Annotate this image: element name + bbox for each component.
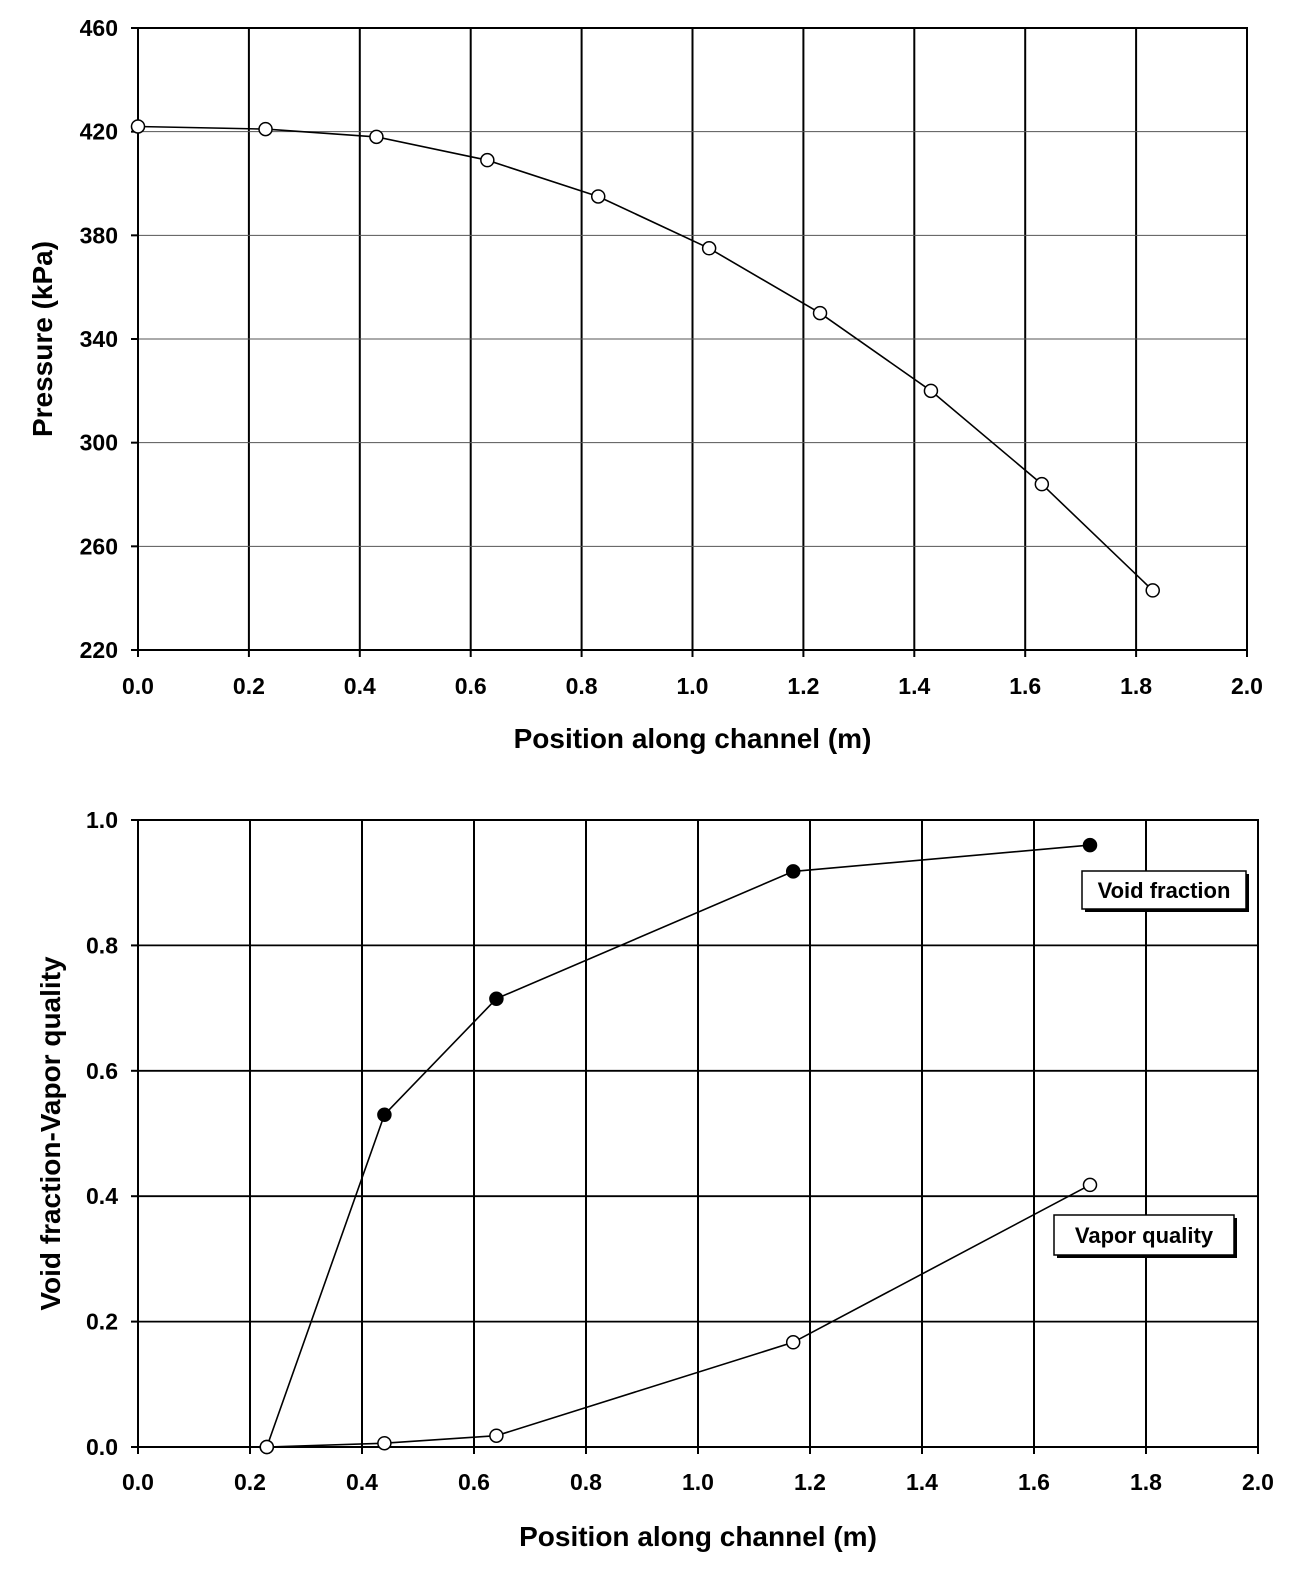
data-point-filled [785, 864, 801, 879]
x-tick-label: 2.0 [1242, 1469, 1274, 1495]
y-tick-label: 0.2 [86, 1309, 118, 1335]
data-point-open [369, 129, 384, 145]
x-tick-label: 1.4 [898, 673, 930, 699]
data-point-open [258, 121, 273, 137]
data-point-open [1082, 1177, 1098, 1193]
x-tick-label: 0.4 [346, 1469, 378, 1495]
y-tick-label: 380 [80, 222, 118, 248]
data-point-open [590, 189, 606, 204]
x-tick-label: 1.2 [787, 673, 819, 699]
data-point-open [1145, 583, 1160, 598]
x-tick-label: 0.2 [234, 1469, 266, 1495]
x-axis-title: Position along channel (m) [519, 1521, 877, 1552]
data-point-open [377, 1435, 392, 1451]
x-tick-label: 0.8 [566, 673, 598, 699]
data-point-filled [377, 1107, 392, 1122]
x-tick-label: 1.4 [906, 1469, 938, 1495]
data-point-open [923, 383, 939, 399]
data-point-open [785, 1335, 801, 1350]
data-point-open [259, 1439, 275, 1455]
pressure-chart: 0.0 0.2 0.4 0.6 0.8 1.0 1.2 1.4 1.6 1.8 2.0 220 260 3… [27, 15, 1263, 754]
x-tick-label: 1.2 [794, 1469, 826, 1495]
x-tick-label: 1.0 [677, 673, 709, 699]
y-tick-label: 1.0 [86, 807, 118, 833]
y-tick-label: 0.4 [86, 1183, 118, 1209]
x-tick-label: 1.6 [1009, 673, 1041, 699]
data-point-filled [1082, 837, 1098, 853]
x-tick-label: 0.0 [122, 1469, 154, 1495]
y-tick-label: 260 [80, 533, 118, 559]
void-quality-chart: 0.0 0.2 0.4 0.6 0.8 1.0 1.2 1.4 1.6 1.8 2.0 0.0 0.2 0… [35, 807, 1274, 1552]
series-label-box [1081, 870, 1247, 910]
data-point-open [701, 241, 717, 256]
data-point-open [812, 305, 828, 321]
x-axis-title: Position along channel (m) [514, 723, 872, 754]
x-tick-label: 1.8 [1130, 1469, 1162, 1495]
data-point-filled [489, 991, 504, 1006]
y-axis-title: Void fraction-Vapor quality [35, 956, 66, 1311]
y-tick-label: 340 [80, 326, 118, 352]
data-point-open [489, 1428, 504, 1443]
series-line [137, 125, 1154, 591]
y-axis-title: Pressure (kPa) [27, 241, 58, 437]
y-tick-label: 420 [80, 119, 118, 145]
x-tick-label: 0.2 [233, 673, 265, 699]
y-tick-label: 0.8 [86, 932, 118, 958]
x-tick-label: 0.6 [458, 1469, 490, 1495]
y-tick-label: 300 [80, 430, 118, 456]
y-tick-label: 460 [80, 15, 118, 41]
x-tick-label: 0.8 [570, 1469, 602, 1495]
x-tick-label: 0.4 [344, 673, 376, 699]
y-tick-label: 220 [80, 637, 118, 663]
x-tick-label: 1.8 [1120, 673, 1152, 699]
series-label: Void fraction [1098, 878, 1231, 903]
data-point-open [130, 119, 146, 134]
series-label: Vapor quality [1075, 1223, 1214, 1248]
y-tick-label: 0.6 [86, 1058, 118, 1084]
x-tick-label: 1.6 [1018, 1469, 1050, 1495]
x-tick-label: 0.0 [122, 673, 154, 699]
x-tick-label: 0.6 [455, 673, 487, 699]
series-label-box [1053, 1214, 1235, 1256]
y-tick-label: 0.0 [86, 1434, 118, 1460]
data-point-open [480, 152, 495, 168]
x-tick-label: 1.0 [682, 1469, 714, 1495]
x-tick-label: 2.0 [1231, 673, 1263, 699]
data-point-open [1034, 476, 1050, 492]
